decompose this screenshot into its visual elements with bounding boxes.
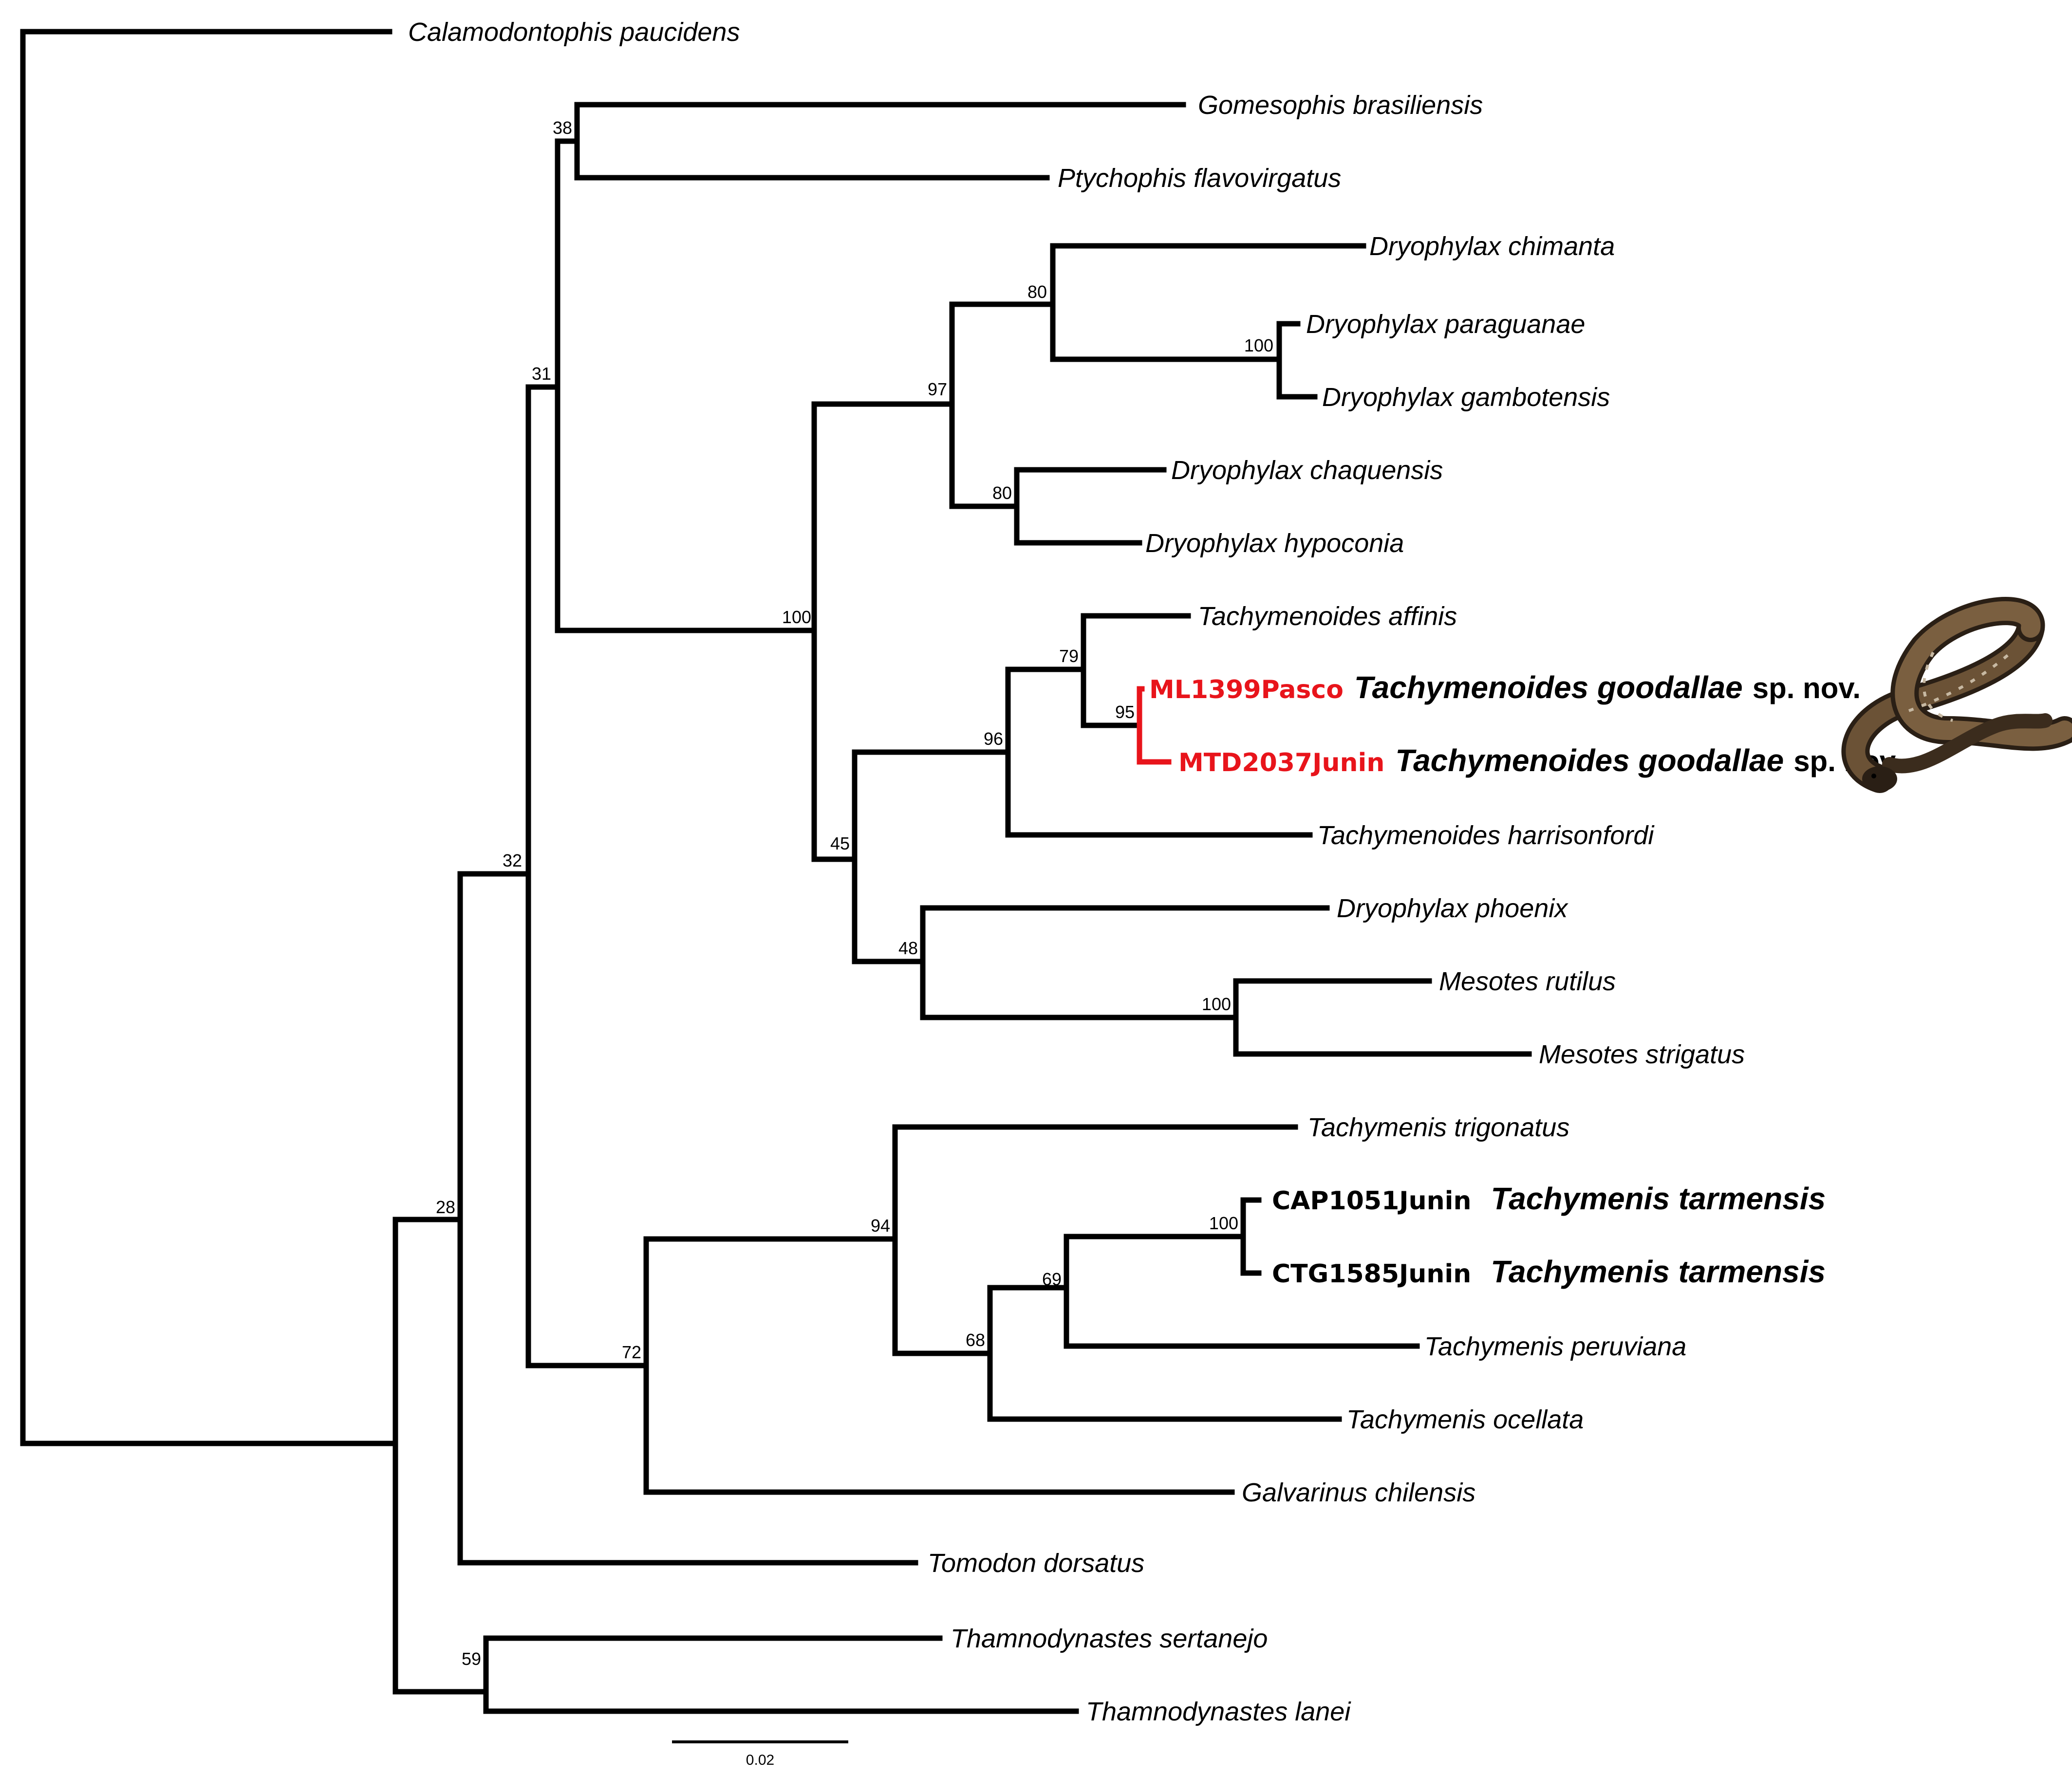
taxon-label: Tachymenoides affinis xyxy=(1198,602,1457,631)
support-label: 80 xyxy=(992,483,1012,503)
sample-id-red: MTD2037Junin xyxy=(1178,748,1384,777)
highlight-row-mtd2037: MTD2037Junin Tachymenoides goodallae sp.… xyxy=(1178,743,1902,778)
support-label: 100 xyxy=(782,607,811,627)
support-values: 38 31 80 100 97 80 100 79 95 96 45 48 10… xyxy=(436,118,1273,1669)
taxon-label: Gomesophis brasiliensis xyxy=(1198,91,1483,120)
support-label: 97 xyxy=(928,379,947,399)
highlight-row-ml1399: ML1399Pasco Tachymenoides goodallae sp. … xyxy=(1149,670,1861,705)
support-label: 45 xyxy=(830,833,850,853)
highlight-row-cap1051: CAP1051Junin Tachymenis tarmensis xyxy=(1272,1181,1826,1216)
taxon-label: Tachymenoides harrisonfordi xyxy=(1317,821,1655,850)
taxon-label: Dryophylax gambotensis xyxy=(1322,383,1610,412)
highlight-row-ctg1585: CTG1585Junin Tachymenis tarmensis xyxy=(1272,1254,1826,1289)
taxon-label: Dryophylax chaquensis xyxy=(1171,456,1443,485)
taxon-label: Tachymenis ocellata xyxy=(1346,1405,1584,1434)
sample-id: CTG1585Junin xyxy=(1272,1259,1471,1289)
species-suffix: sp. nov. xyxy=(1753,672,1861,704)
scale-bar-label: 0.02 xyxy=(746,1752,774,1768)
support-label: 31 xyxy=(532,364,551,384)
support-label: 94 xyxy=(871,1216,890,1236)
taxon-label: Mesotes strigatus xyxy=(1539,1040,1745,1069)
taxon-label: Dryophylax paraguanae xyxy=(1306,310,1585,339)
support-label: 96 xyxy=(984,729,1003,749)
support-label: 100 xyxy=(1202,994,1231,1014)
taxon-label: Mesotes rutilus xyxy=(1439,967,1616,996)
support-label: 100 xyxy=(1209,1213,1238,1233)
snake-photo-icon xyxy=(1841,597,2072,793)
species-name-bold: Tachymenis tarmensis xyxy=(1491,1181,1826,1216)
support-label: 80 xyxy=(1027,282,1047,302)
tree-branches xyxy=(20,29,1532,1714)
sample-id-red: ML1399Pasco xyxy=(1149,675,1344,704)
species-name-bold: Tachymenoides goodallae xyxy=(1395,743,1784,778)
support-label: 32 xyxy=(503,850,522,870)
support-label: 95 xyxy=(1115,702,1135,722)
scale-bar: 0.02 xyxy=(672,1740,848,1768)
taxon-label: Tomodon dorsatus xyxy=(928,1549,1144,1578)
taxon-label: Calamodontophis paucidens xyxy=(408,18,740,47)
support-label: 68 xyxy=(966,1330,985,1350)
support-label: 69 xyxy=(1042,1269,1062,1289)
taxon-label: Ptychophis flavovirgatus xyxy=(1058,164,1341,193)
taxon-label: Tachymenis peruviana xyxy=(1424,1332,1686,1361)
taxon-label: Thamnodynastes lanei xyxy=(1086,1697,1351,1726)
taxon-label: Tachymenis trigonatus xyxy=(1307,1113,1569,1142)
support-label: 38 xyxy=(553,118,572,138)
taxon-label: Dryophylax phoenix xyxy=(1337,894,1568,923)
taxon-label: Galvarinus chilensis xyxy=(1242,1478,1475,1507)
taxon-label: Dryophylax chimanta xyxy=(1369,232,1615,261)
support-label: 100 xyxy=(1244,335,1273,355)
taxon-labels: Calamodontophis paucidens Gomesophis bra… xyxy=(408,18,1902,1726)
support-label: 28 xyxy=(436,1197,455,1217)
support-label: 59 xyxy=(462,1649,481,1669)
support-label: 48 xyxy=(898,938,918,958)
species-name-bold: Tachymenoides goodallae xyxy=(1354,670,1743,705)
taxon-label: Thamnodynastes sertanejo xyxy=(951,1624,1268,1653)
support-label: 72 xyxy=(622,1342,641,1362)
support-label: 79 xyxy=(1059,646,1079,666)
taxon-label: Dryophylax hypoconia xyxy=(1145,529,1404,558)
species-name-bold: Tachymenis tarmensis xyxy=(1491,1254,1826,1289)
sample-id: CAP1051Junin xyxy=(1272,1186,1471,1216)
